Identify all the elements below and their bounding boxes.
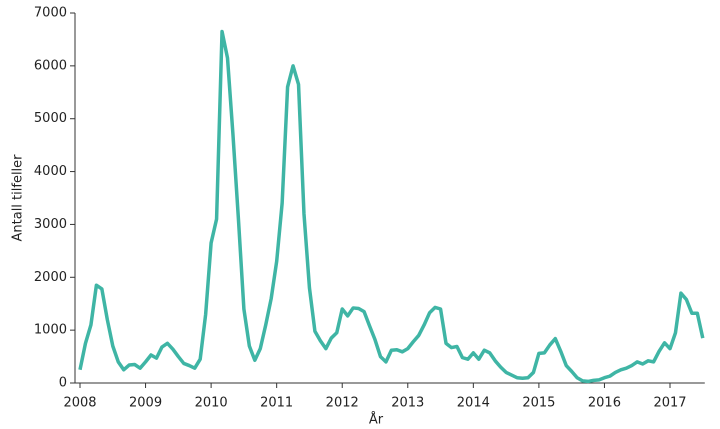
y-tick-label: 6000 [34, 58, 67, 73]
y-tick-label: 5000 [34, 111, 67, 126]
data-line [78, 29, 705, 384]
y-tick-label: 3000 [34, 217, 67, 232]
x-tick-label: 2012 [326, 396, 359, 411]
x-tick-label: 2011 [260, 396, 293, 411]
y-tick-label: 2000 [34, 270, 67, 285]
y-tick-label: 0 [59, 376, 67, 391]
x-tick-label: 2017 [653, 396, 686, 411]
x-tick-label: 2013 [391, 396, 424, 411]
x-tick-label: 2008 [63, 396, 96, 411]
y-axis-label: Antall tilfeller [11, 154, 26, 242]
x-tick-label: 2010 [195, 396, 228, 411]
x-tick-label: 2009 [129, 396, 162, 411]
y-tick-label: 7000 [34, 6, 67, 21]
x-tick-label: 2015 [522, 396, 555, 411]
x-axis-label: År [369, 412, 384, 428]
y-tick-label: 1000 [34, 323, 67, 338]
x-tick-label: 2014 [457, 396, 490, 411]
x-tick-label: 2016 [588, 396, 621, 411]
y-tick-label: 4000 [34, 164, 67, 179]
